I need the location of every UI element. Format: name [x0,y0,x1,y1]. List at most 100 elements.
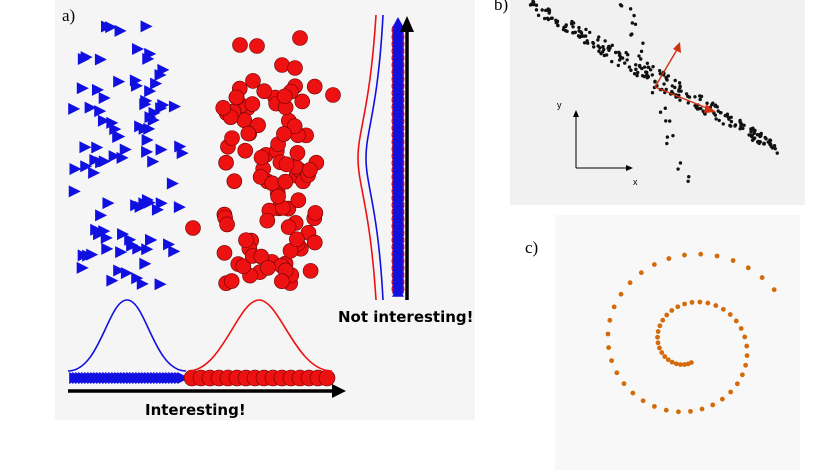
blue-triangle [100,231,113,244]
scatter-point [629,33,633,37]
scatter-point [678,161,683,165]
spiral-point [640,398,646,404]
scatter-point [528,3,533,7]
scatter-point [663,106,668,110]
scatter-point [686,101,690,105]
scatter-point [601,45,605,49]
blue-triangle [140,20,153,33]
spiral-point [713,303,719,308]
blue-vertical-density-curve [365,14,384,301]
blue-triangle [155,143,168,156]
scatter-point [723,113,727,118]
blue-triangle [88,166,101,179]
spiral-point [618,291,624,297]
blue-triangle [101,242,114,255]
scatter-point [749,127,753,131]
red-circle [215,100,232,116]
scatter-point [582,41,587,45]
red-vertical-density-curve [357,14,377,301]
spiral-point [605,331,611,337]
scatter-point [585,39,589,43]
blue-triangle [68,185,81,198]
blue-triangle [141,243,154,256]
scatter-point [715,105,719,109]
scatter-point [711,101,715,105]
scatter-point [613,50,618,55]
scatter-point [571,25,575,29]
red-circle [294,93,311,110]
spiral-point [688,360,694,365]
blue-triangle [80,51,93,64]
spiral-point [745,265,751,271]
scatter-point [693,95,697,99]
b-x-axis-label: x [633,177,638,187]
scatter-point [617,50,621,55]
red-circle [238,232,254,248]
scatter-point [665,78,669,82]
blue-triangle [163,238,176,251]
scatter-point [639,49,644,54]
blue-triangle [130,199,143,212]
scatter-point [646,65,651,70]
scatter-point [562,25,566,30]
scatter-point [642,65,647,69]
blue-triangle [94,53,107,66]
scatter-point [592,45,596,49]
principal-component-2-arrow [654,47,679,88]
spiral-point [627,280,633,286]
spiral-point [669,359,675,365]
spiral-point [727,312,733,317]
scatter-point [752,128,756,132]
scatter-point [739,124,743,128]
b-x-axis-arrowhead [626,165,633,171]
scatter-point [579,34,584,39]
red-circle [264,175,281,192]
blue-triangle [142,52,155,65]
horizontal-axis-arrow-head [332,384,346,398]
scatter-point [603,39,607,43]
scatter-point [564,23,568,27]
spiral-point [609,358,615,364]
scatter-point [626,53,630,57]
scatter-point [610,59,614,64]
blue-triangle [84,101,97,114]
red-circle [325,87,341,103]
scatter-point [641,41,645,45]
scatter-point [673,78,677,83]
scatter-point [712,111,716,115]
correlated-scatter-points [528,0,779,183]
scatter-point [556,23,560,28]
blue-triangle [129,74,142,87]
spiral-point [699,406,705,412]
scatter-point [749,134,754,139]
spiral-point [666,256,672,261]
scatter-point [742,123,746,128]
spiral-point [689,299,695,305]
scatter-point [577,25,581,30]
scatter-point [747,133,751,137]
spiral-point [714,253,720,259]
scatter-point [596,44,600,48]
red-circle [276,126,292,142]
blue-triangle [132,42,145,55]
scatter-point [640,74,645,78]
spiral-point [614,370,620,376]
scatter-point [634,67,638,72]
scatter-point [686,179,690,183]
panel-b-label: b) [494,0,508,14]
scatter-point [693,103,697,108]
spiral-point [662,354,668,359]
scatter-point [627,65,632,69]
scatter-point [534,3,539,7]
scatter-point [546,7,550,11]
scatter-point [554,18,558,22]
scatter-point [584,27,588,32]
spiral-point [738,326,744,331]
scatter-point [752,131,756,135]
spiral-point [659,350,665,355]
blue-triangle [176,147,189,160]
scatter-point [703,112,707,116]
panel-c-background [555,215,800,470]
scatter-point [597,35,601,39]
scatter-point [579,30,583,34]
